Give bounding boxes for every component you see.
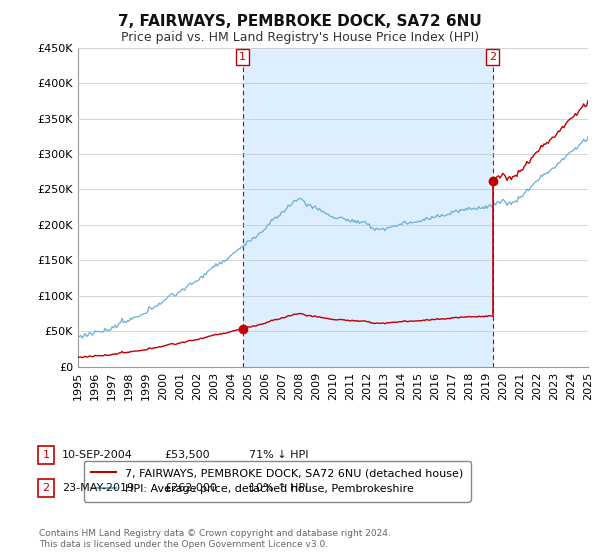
FancyBboxPatch shape: [38, 479, 54, 497]
Text: £53,500: £53,500: [164, 450, 209, 460]
FancyBboxPatch shape: [38, 446, 54, 464]
Text: 71% ↓ HPI: 71% ↓ HPI: [249, 450, 308, 460]
Text: 2: 2: [43, 483, 50, 493]
Bar: [243, 48, 493, 367]
Text: £262,000: £262,000: [164, 483, 217, 493]
Text: Contains HM Land Registry data © Crown copyright and database right 2024.
This d: Contains HM Land Registry data © Crown c…: [39, 529, 391, 549]
Text: 10-SEP-2004: 10-SEP-2004: [62, 450, 133, 460]
Text: 10% ↑ HPI: 10% ↑ HPI: [249, 483, 308, 493]
Text: 7, FAIRWAYS, PEMBROKE DOCK, SA72 6NU: 7, FAIRWAYS, PEMBROKE DOCK, SA72 6NU: [118, 14, 482, 29]
Text: 2: 2: [489, 52, 496, 62]
Text: Price paid vs. HM Land Registry's House Price Index (HPI): Price paid vs. HM Land Registry's House …: [121, 31, 479, 44]
Text: 1: 1: [239, 52, 246, 62]
Legend: 7, FAIRWAYS, PEMBROKE DOCK, SA72 6NU (detached house), HPI: Average price, detac: 7, FAIRWAYS, PEMBROKE DOCK, SA72 6NU (de…: [83, 460, 470, 502]
Text: 1: 1: [43, 450, 49, 460]
Text: 23-MAY-2019: 23-MAY-2019: [62, 483, 134, 493]
